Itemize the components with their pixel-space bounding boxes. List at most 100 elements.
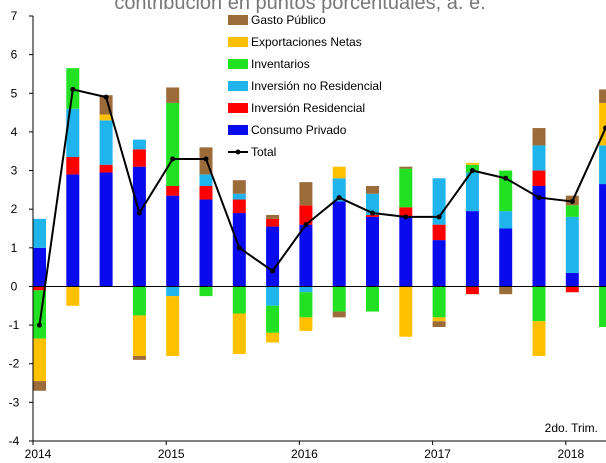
bar-segment	[532, 128, 546, 146]
bar-segment	[432, 224, 446, 241]
bar-segment	[332, 286, 346, 312]
legend-label: Inventarios	[251, 57, 310, 71]
total-point	[469, 168, 475, 174]
bar-segment	[599, 102, 606, 146]
total-point	[270, 268, 276, 274]
total-point	[370, 210, 375, 216]
bar-segment	[332, 178, 346, 202]
bar-segment	[132, 166, 146, 287]
total-point	[436, 214, 442, 220]
bar-segment	[266, 305, 280, 333]
total-point	[236, 245, 242, 251]
bar-segment	[299, 317, 313, 331]
bar-segment	[432, 286, 446, 318]
bar-segment	[299, 286, 313, 293]
bar-segment	[366, 216, 379, 287]
bar-segment	[499, 228, 513, 287]
bar-segment	[33, 286, 46, 291]
bar-segment	[465, 211, 479, 287]
bar-segment	[266, 286, 280, 306]
y-tick-label: 6	[11, 48, 18, 62]
bar-segment	[33, 247, 46, 287]
bar-segment	[132, 286, 146, 316]
bar-segment	[232, 199, 246, 214]
y-tick-label: -3	[9, 395, 20, 409]
legend-swatch	[228, 103, 248, 113]
bar-segment	[399, 216, 413, 287]
bar-segment	[432, 240, 446, 287]
total-point	[569, 198, 575, 204]
bar-segment	[599, 145, 606, 185]
total-point	[603, 125, 606, 131]
bar-segment	[99, 172, 113, 287]
bar-segment	[299, 224, 313, 287]
bar-segment	[99, 164, 113, 173]
bar-segment	[465, 286, 479, 295]
y-tick-label: 4	[11, 125, 18, 139]
bar-segment	[66, 108, 80, 158]
bar-segment	[266, 218, 280, 227]
bar-segment	[166, 296, 180, 356]
bar-segment	[166, 102, 180, 186]
legend-label: Consumo Privado	[251, 123, 347, 137]
bar-segment	[465, 172, 479, 212]
y-tick-label: 2	[11, 202, 18, 216]
y-tick-label: -2	[9, 357, 20, 371]
bar-segment	[299, 182, 313, 206]
bar-segment	[399, 166, 413, 169]
legend-swatch	[228, 37, 248, 47]
bar-segment	[232, 180, 246, 194]
bar-segment	[132, 149, 146, 167]
bar-segment	[166, 286, 180, 297]
bar-segment	[99, 114, 113, 121]
total-point	[203, 156, 209, 162]
bar-segment	[299, 292, 313, 318]
bar-segment	[166, 186, 180, 196]
legend-swatch	[228, 59, 248, 69]
legend-label: Total	[251, 145, 276, 159]
bar-segment	[232, 286, 246, 314]
bar-segment	[565, 205, 579, 217]
bar-segment	[565, 216, 579, 273]
bar-segment	[199, 174, 213, 186]
total-point	[136, 210, 142, 216]
bar-segment	[199, 199, 213, 287]
bar-segment	[199, 186, 213, 200]
bar-segment	[532, 286, 546, 322]
x-tick-label: 2015	[158, 447, 185, 461]
bar-segment	[366, 214, 379, 217]
x-tick-label: 2018	[557, 447, 584, 461]
bar-segment	[266, 214, 280, 219]
legend-swatch	[228, 125, 248, 135]
bar-segment	[166, 87, 180, 103]
bar-segment	[399, 207, 413, 217]
bar-segment	[66, 174, 80, 287]
bar-segment	[599, 89, 606, 103]
bar-segment	[199, 286, 213, 297]
annotation: 2do. Trim.	[545, 421, 598, 435]
total-point	[503, 175, 509, 181]
legend-label: Gasto Público	[251, 13, 326, 27]
bar-segment	[499, 286, 513, 295]
bar-segment	[599, 184, 606, 287]
bar-segment	[499, 211, 513, 229]
bar-segment	[399, 168, 413, 208]
bar-segment	[532, 145, 546, 171]
bar-segment	[33, 218, 46, 248]
bar-segment	[132, 139, 146, 150]
bar-segment	[465, 162, 479, 165]
total-point	[536, 195, 542, 201]
legend-swatch	[228, 81, 248, 91]
bar-segment	[532, 321, 546, 356]
legend-marker	[235, 149, 241, 155]
y-tick-label: 7	[11, 9, 18, 23]
legend-swatch	[228, 15, 248, 25]
bar-segment	[432, 317, 446, 322]
total-line	[38, 88, 606, 326]
plot-area	[33, 68, 606, 391]
y-tick-label: -1	[9, 318, 20, 332]
y-tick-label: 0	[11, 279, 18, 293]
bar-segment	[332, 166, 346, 179]
x-tick-label: 2016	[291, 447, 318, 461]
